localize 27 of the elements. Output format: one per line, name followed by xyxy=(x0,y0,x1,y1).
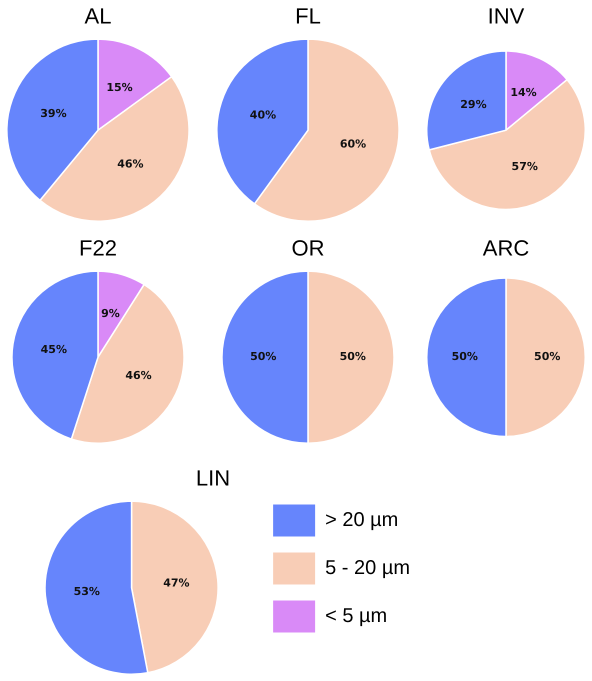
legend-label: < 5 µm xyxy=(325,605,388,628)
data-label: 53% xyxy=(74,584,100,598)
data-label: 50% xyxy=(452,350,478,364)
data-label: 39% xyxy=(40,107,67,120)
data-label: 45% xyxy=(40,343,67,356)
data-label: 50% xyxy=(534,350,560,364)
chart-title: INV xyxy=(488,3,525,28)
data-label: 60% xyxy=(340,138,366,151)
data-label: 50% xyxy=(340,350,366,364)
legend-label: 5 - 20 µm xyxy=(325,557,410,580)
data-label: 29% xyxy=(460,98,487,111)
data-label: 9% xyxy=(101,307,120,320)
chart-title: AL xyxy=(84,3,112,28)
chart-title: ARC xyxy=(482,235,530,260)
chart-title: OR xyxy=(292,235,324,260)
data-label: 15% xyxy=(106,80,133,94)
data-label: 50% xyxy=(250,350,276,364)
chart-title: FL xyxy=(295,3,321,28)
chart-title: F22 xyxy=(79,235,117,260)
data-label: 57% xyxy=(512,160,538,173)
data-label: 40% xyxy=(250,108,276,122)
data-label: 14% xyxy=(510,86,537,99)
data-label: 47% xyxy=(163,576,190,590)
data-label: 46% xyxy=(117,158,144,171)
legend-label: > 20 µm xyxy=(325,509,398,532)
chart-title: LIN xyxy=(196,465,230,490)
data-label: 46% xyxy=(125,369,152,382)
